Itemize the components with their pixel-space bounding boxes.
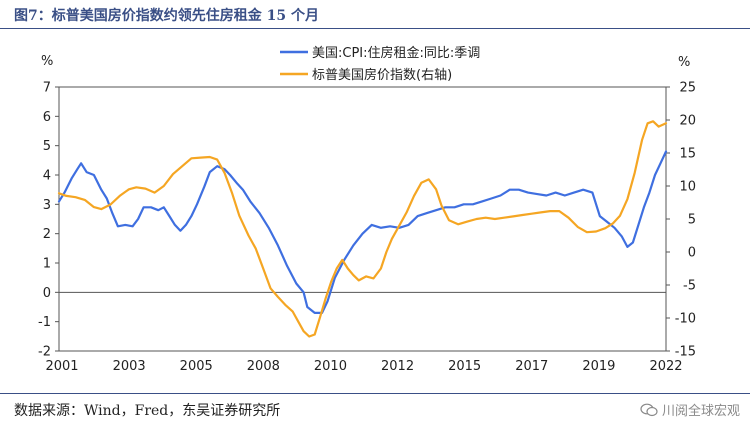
left-tick-label: 6 [43,110,51,125]
right-tick-label: 0 [688,246,696,261]
house-price-series-line [57,120,668,338]
left-tick-label: -1 [38,315,51,330]
x-tick-label: 2017 [515,359,548,374]
legend-label-1: 美国:CPI:住房租金:同比:季调 [312,45,480,61]
x-tick-label: 2012 [381,359,414,374]
right-tick-label: -15 [675,345,696,360]
x-tick-label: 2015 [448,359,481,374]
right-tick-label: 25 [679,81,696,96]
left-tick-label: 5 [43,139,51,154]
top-rule [0,28,750,29]
right-tick-label: 10 [679,180,696,195]
left-tick-label: 4 [43,169,51,184]
watermark: 川阅全球宏观 [640,400,740,419]
right-tick-label: 15 [679,147,696,162]
left-tick-label: -2 [38,345,51,360]
right-axis-unit: % [678,55,690,70]
right-tick-label: 20 [679,114,696,129]
left-axis-unit: % [41,54,53,69]
left-tick-label: 1 [43,257,51,272]
right-tick-label: 5 [688,213,696,228]
left-tick-label: 2 [43,227,51,242]
right-tick-label: -10 [675,312,696,327]
left-tick-label: 0 [43,286,51,301]
x-tick-label: 2003 [113,359,146,374]
watermark-label: 川阅全球宏观 [661,404,740,419]
x-tick-label: 2010 [314,359,347,374]
legend-label-2: 标普美国房价指数(右轴) [312,67,452,83]
x-tick-label: 2001 [45,359,78,374]
chart-title: 图7：标普美国房价指数约领先住房租金 15 个月 [14,8,319,24]
bottom-rule [0,393,750,394]
x-tick-label: 2022 [649,359,682,374]
right-tick-label: -5 [683,279,696,294]
x-tick-label: 2019 [582,359,615,374]
x-tick-label: 2008 [247,359,280,374]
x-tick-label: 2005 [180,359,213,374]
plot-frame [58,86,667,352]
wechat-icon [640,403,658,416]
left-tick-label: 3 [43,198,51,213]
data-source: 数据来源：Wind，Fred，东吴证券研究所 [14,403,281,419]
rent-cpi-series-line [57,150,668,314]
left-tick-label: 7 [43,81,51,96]
